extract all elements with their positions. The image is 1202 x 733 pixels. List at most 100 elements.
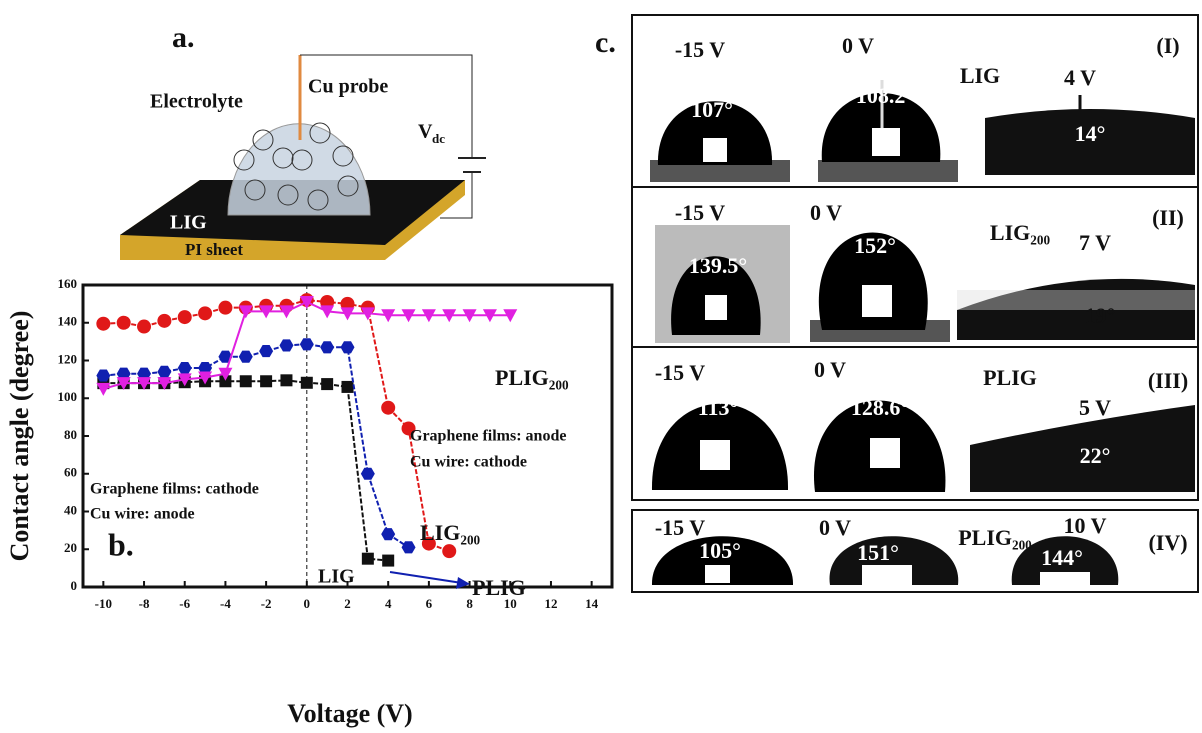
x-tick-label: 12 bbox=[544, 596, 557, 611]
angle: 151° bbox=[857, 540, 899, 565]
panel-label: c. bbox=[595, 26, 616, 59]
x-tick-label: -10 bbox=[95, 596, 112, 611]
y-tick-label: 120 bbox=[58, 351, 78, 366]
y-tick-label: 0 bbox=[71, 578, 78, 593]
marker bbox=[300, 338, 314, 350]
film-label: LIG bbox=[170, 212, 207, 234]
material: LIG₂₀₀ bbox=[990, 220, 1051, 245]
angle: 14° bbox=[1075, 121, 1106, 146]
marker bbox=[240, 375, 252, 387]
x-axis-label: Voltage (V) bbox=[287, 699, 412, 728]
y-tick-label: 60 bbox=[64, 465, 77, 480]
panel-c: c. -15 V 107° 0 V 108.2° LIG 4 V 14° (I)… bbox=[595, 15, 1198, 592]
voltage-subscript: dc bbox=[432, 131, 445, 146]
marker bbox=[342, 381, 354, 393]
marker bbox=[382, 555, 394, 567]
highlight bbox=[862, 565, 912, 585]
voltage-label: V bbox=[418, 121, 433, 143]
voltage: -15 V bbox=[655, 515, 705, 540]
panel-b: Voltage (V) Contact angle (degree) b. -1… bbox=[5, 276, 612, 728]
angle: 108.2° bbox=[856, 83, 914, 108]
marker bbox=[178, 362, 192, 374]
y-tick-label: 140 bbox=[58, 314, 78, 329]
y-tick-label: 160 bbox=[58, 276, 78, 291]
marker bbox=[137, 320, 151, 334]
marker bbox=[260, 375, 272, 387]
series-label: PLIG₂₀₀ bbox=[495, 365, 569, 390]
annotation: Cu wire: cathode bbox=[410, 454, 527, 471]
row-label: (I) bbox=[1156, 33, 1179, 58]
angle: 139.5° bbox=[689, 253, 747, 278]
angle: 128.6° bbox=[851, 395, 909, 420]
voltage: 4 V bbox=[1064, 65, 1096, 90]
marker bbox=[259, 345, 273, 357]
voltage: 10 V bbox=[1064, 513, 1107, 538]
marker bbox=[381, 528, 395, 540]
marker bbox=[239, 351, 253, 363]
x-tick-label: -4 bbox=[220, 596, 231, 611]
angle: 144° bbox=[1041, 545, 1083, 570]
series-line bbox=[103, 380, 388, 560]
ground bbox=[818, 160, 958, 182]
voltage: 0 V bbox=[842, 33, 874, 58]
y-tick-label: 20 bbox=[64, 540, 77, 555]
marker bbox=[320, 341, 334, 353]
marker bbox=[341, 341, 355, 353]
series-label: LIG₂₀₀ bbox=[420, 520, 481, 545]
annotation: Cu wire: anode bbox=[90, 506, 195, 523]
material: PLIG₂₀₀ bbox=[958, 525, 1032, 550]
row-label: (II) bbox=[1152, 205, 1184, 230]
x-tick-label: -8 bbox=[139, 596, 150, 611]
angle: 105° bbox=[699, 538, 741, 563]
marker bbox=[381, 401, 395, 415]
material: LIG bbox=[960, 63, 1000, 88]
marker bbox=[117, 316, 131, 330]
marker bbox=[157, 366, 171, 378]
angle: 152° bbox=[854, 233, 896, 258]
panel-a: a. Electrolyte Cu probe V dc LIG PI shee… bbox=[120, 21, 486, 260]
row-label: (III) bbox=[1148, 368, 1188, 393]
voltage: -15 V bbox=[675, 37, 725, 62]
y-tick-label: 80 bbox=[64, 427, 77, 442]
marker bbox=[96, 383, 110, 396]
y-tick-label: 100 bbox=[58, 389, 78, 404]
x-tick-label: 6 bbox=[426, 596, 433, 611]
marker bbox=[362, 553, 374, 565]
marker bbox=[218, 301, 232, 315]
figure: a. Electrolyte Cu probe V dc LIG PI shee… bbox=[0, 0, 1202, 733]
angle: 107° bbox=[691, 97, 733, 122]
y-tick-label: 40 bbox=[64, 502, 77, 517]
probe-label: Cu probe bbox=[308, 76, 388, 98]
x-tick-label: 14 bbox=[585, 596, 599, 611]
voltage: 0 V bbox=[819, 515, 851, 540]
panel-label: a. bbox=[172, 21, 195, 54]
highlight bbox=[700, 440, 730, 470]
marker bbox=[279, 339, 293, 351]
x-tick-label: -6 bbox=[179, 596, 190, 611]
highlight bbox=[703, 138, 727, 162]
x-tick-label: 2 bbox=[344, 596, 351, 611]
marker bbox=[96, 317, 110, 331]
substrate-label: PI sheet bbox=[185, 240, 243, 259]
voltage: 0 V bbox=[810, 200, 842, 225]
row-label: (IV) bbox=[1148, 530, 1187, 555]
series-label: PLIG bbox=[472, 575, 526, 600]
voltage: 7 V bbox=[1079, 230, 1111, 255]
angle: 19° bbox=[1085, 303, 1116, 328]
material: PLIG bbox=[983, 365, 1037, 390]
voltage: 0 V bbox=[814, 357, 846, 382]
annotation: Graphene films: cathode bbox=[90, 481, 259, 498]
marker bbox=[321, 378, 333, 390]
series-label: LIG bbox=[318, 566, 355, 588]
x-tick-label: 0 bbox=[304, 596, 311, 611]
x-tick-label: -2 bbox=[261, 596, 272, 611]
reflection bbox=[957, 290, 1195, 310]
x-tick-label: 4 bbox=[385, 596, 392, 611]
marker bbox=[361, 468, 375, 480]
voltage: -15 V bbox=[675, 200, 725, 225]
marker bbox=[301, 377, 313, 389]
marker bbox=[178, 310, 192, 324]
marker bbox=[280, 374, 292, 386]
marker bbox=[157, 314, 171, 328]
highlight bbox=[1040, 572, 1090, 585]
